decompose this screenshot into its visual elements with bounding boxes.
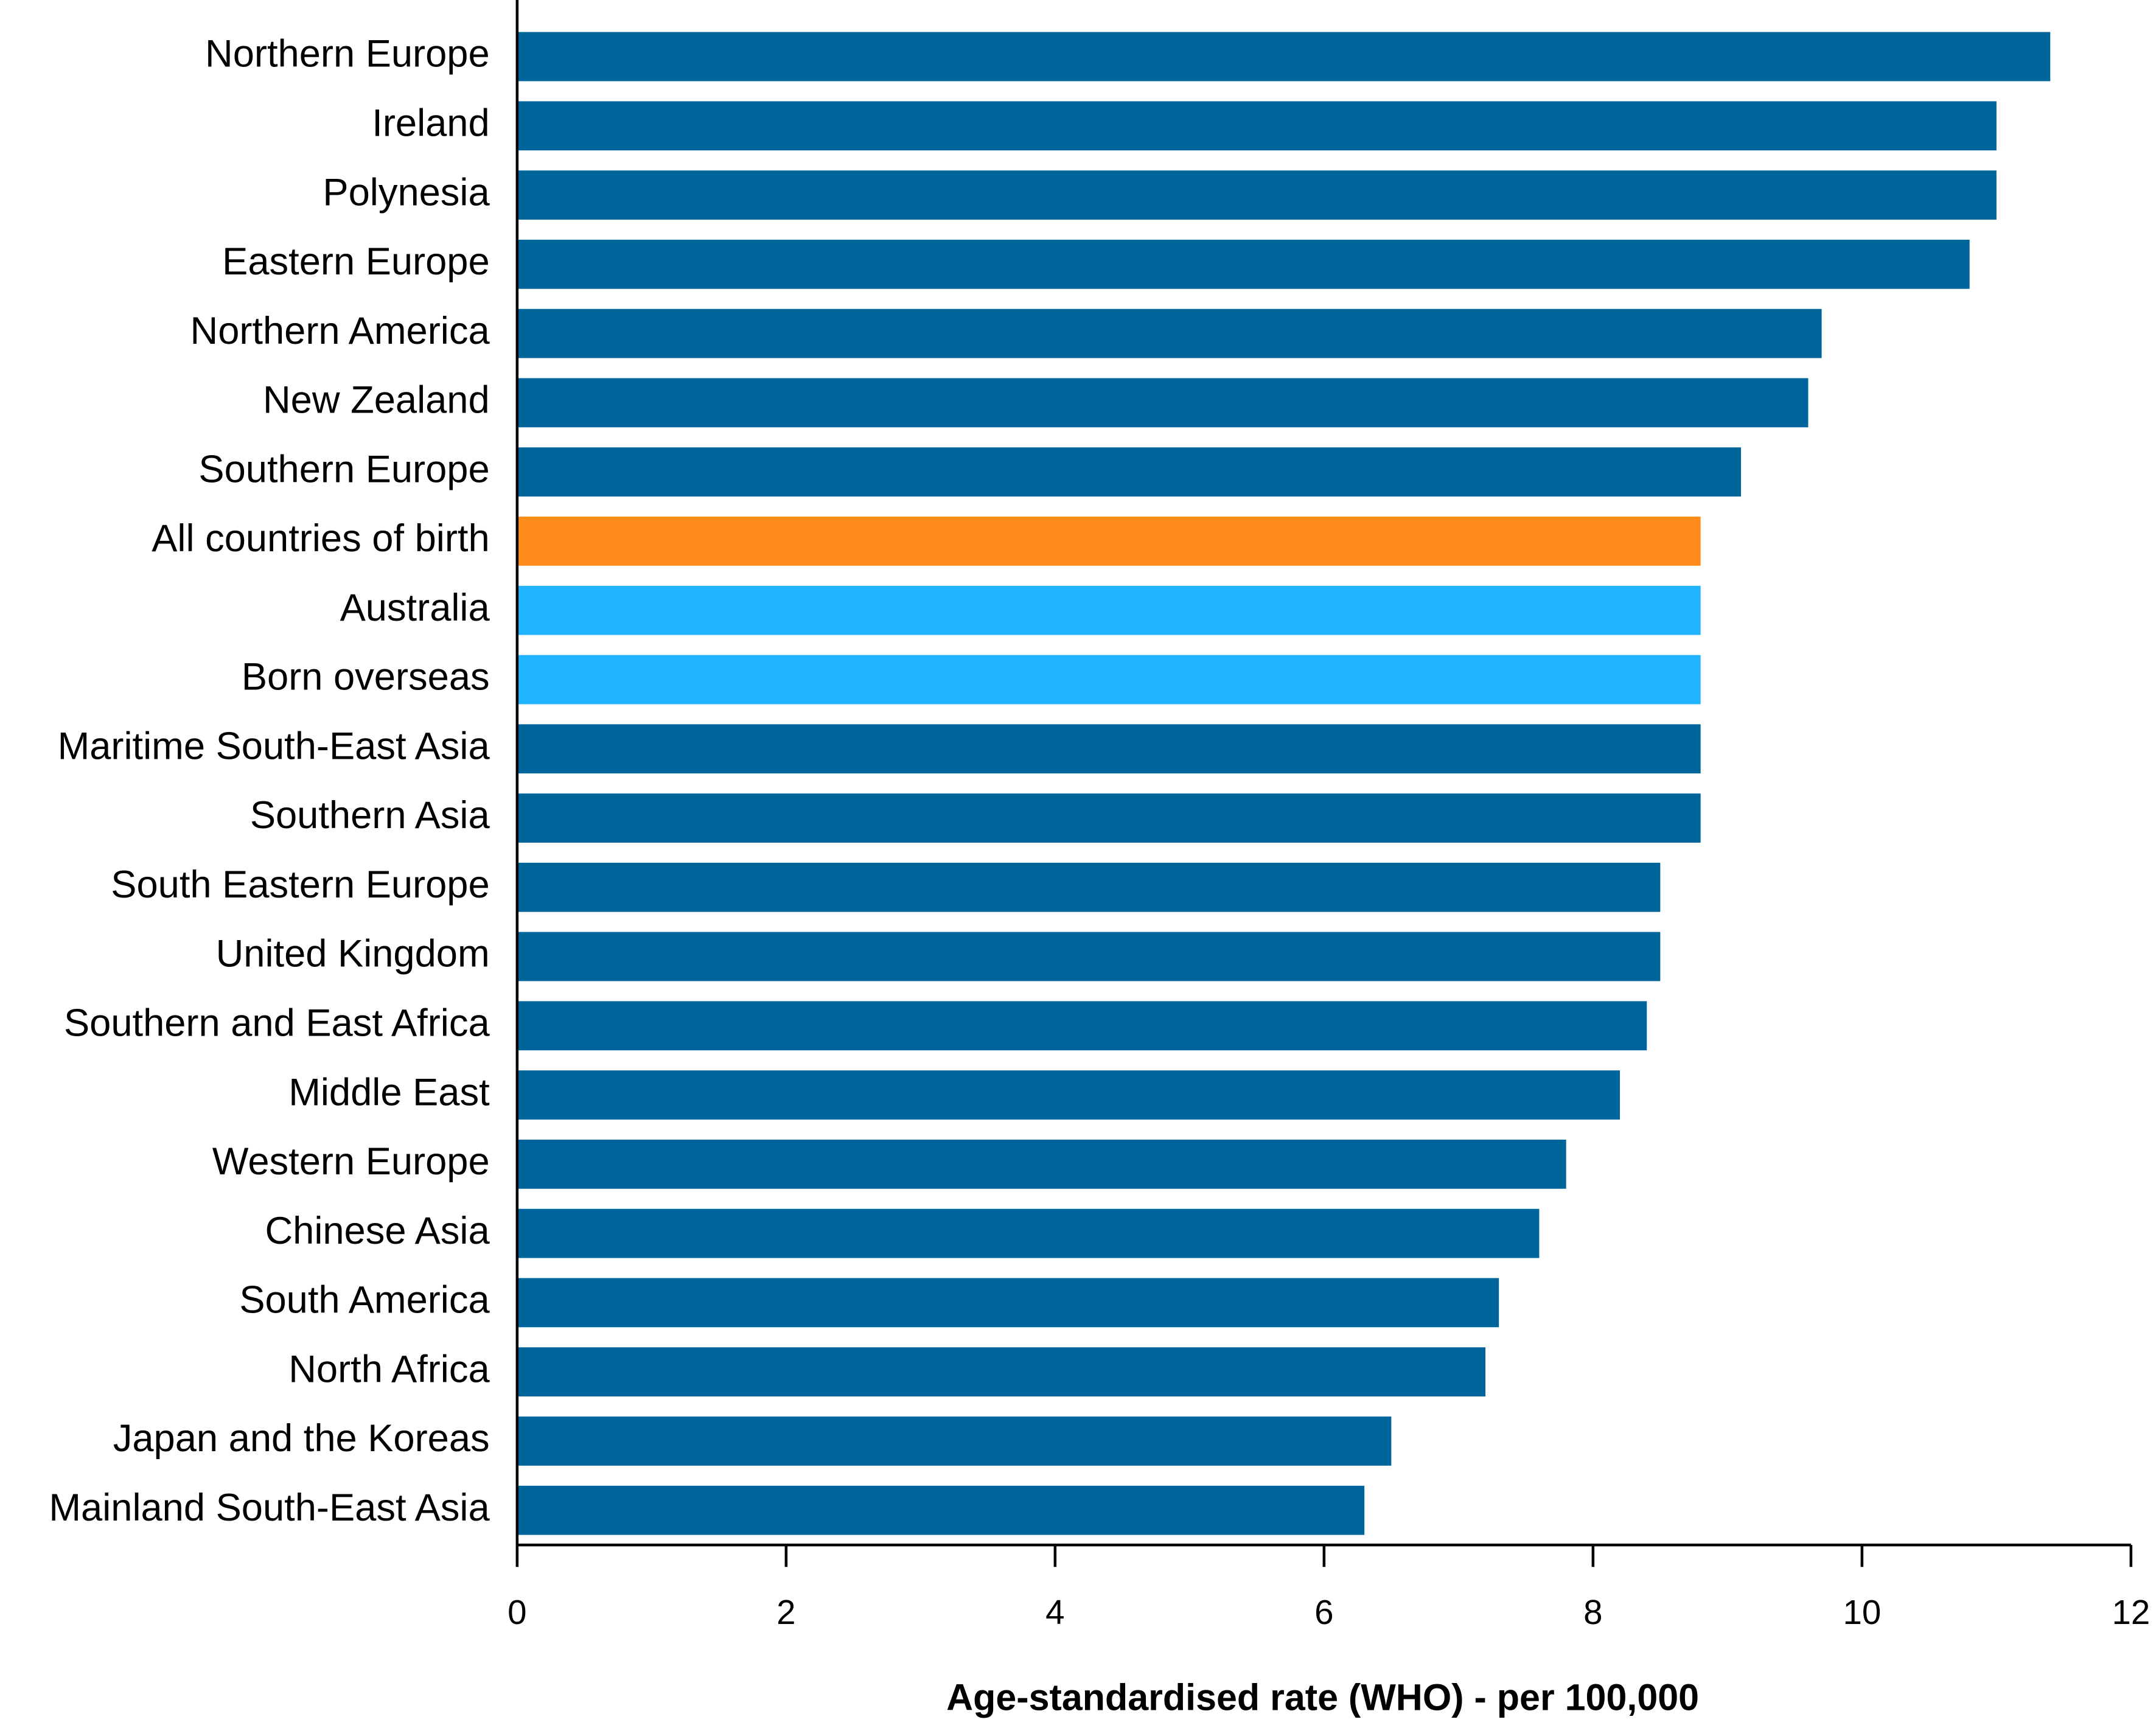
bar [517,1001,1647,1051]
bar [517,1485,1365,1535]
bar [517,932,1661,981]
bar [517,378,1809,428]
y-tick-label: South Eastern Europe [111,863,489,906]
bar [517,1278,1499,1328]
bar [517,32,2051,82]
x-tick-label: 12 [2112,1593,2150,1631]
x-tick-label: 10 [1843,1593,1881,1631]
bar [517,724,1701,774]
bar [517,1417,1392,1466]
y-tick-label: Born overseas [242,656,490,699]
y-tick-label: Ireland [372,102,489,145]
bar [517,239,1970,289]
y-tick-label: Polynesia [323,171,490,214]
y-tick-label: South America [239,1279,490,1322]
x-tick-label: 2 [776,1593,795,1631]
y-tick-label: New Zealand [263,379,490,422]
y-tick-label: Australia [340,587,490,629]
bar [517,1208,1540,1258]
bar [517,101,1997,151]
x-tick-label: 4 [1045,1593,1064,1631]
y-tick-label: Middle East [288,1071,490,1113]
bar [517,447,1741,497]
y-tick-label: Western Europe [212,1140,490,1183]
y-tick-label: Northern Europe [205,33,490,75]
y-tick-label: Northern America [190,310,490,352]
bar [517,655,1701,705]
y-tick-label: Southern and East Africa [64,1002,490,1045]
bar [517,517,1701,566]
y-tick-label: Mainland South-East Asia [49,1486,490,1529]
bar [517,1139,1566,1189]
y-tick-label: Eastern Europe [222,240,490,283]
y-tick-label: North Africa [288,1348,490,1390]
bar [517,1070,1620,1120]
x-tick-label: 8 [1583,1593,1602,1631]
y-tick-label: All countries of birth [152,517,489,560]
bar [517,862,1661,912]
y-tick-label: Chinese Asia [265,1210,490,1252]
bar [517,585,1701,635]
bar [517,793,1701,843]
y-tick-label: Southern Asia [250,794,490,837]
x-axis-label: Age-standardised rate (WHO) - per 100,00… [946,1676,1699,1718]
x-tick-label: 6 [1314,1593,1333,1631]
y-tick-label: United Kingdom [216,933,490,975]
bar [517,308,1822,358]
bar [517,170,1997,220]
y-tick-label: Southern Europe [198,448,489,490]
y-tick-label: Japan and the Koreas [113,1417,490,1460]
y-tick-label: Maritime South-East Asia [58,725,490,767]
x-tick-label: 0 [508,1593,526,1631]
bar [517,1347,1486,1397]
